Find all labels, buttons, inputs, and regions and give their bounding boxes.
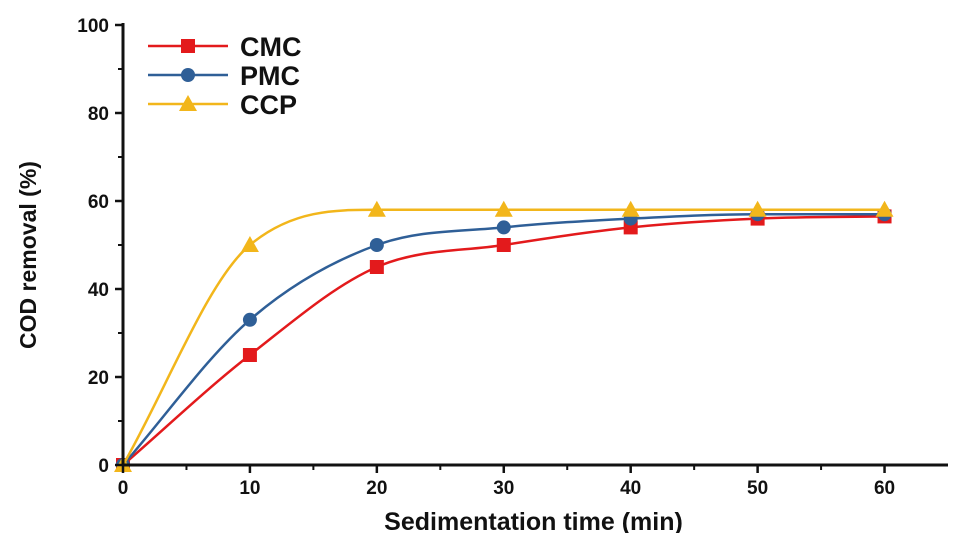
ticks-layer: 0 10 20 30 40 50 60 0 20 40 60 80 100: [77, 16, 895, 499]
legend-item-cmc: CMC: [148, 32, 302, 62]
data-point-cmc: [369, 260, 384, 274]
legend-item-ccp: CCP: [148, 90, 297, 120]
y-tick-label: 80: [88, 104, 109, 125]
legend-label-ccp: CCP: [240, 90, 297, 120]
data-point-ccp: [367, 200, 386, 217]
series-ccp: [114, 200, 894, 472]
y-tick-label: 40: [88, 280, 109, 301]
data-point-ccp: [494, 200, 513, 217]
x-tick-label: 10: [239, 478, 260, 499]
y-tick-label: 100: [77, 16, 109, 37]
data-point-cmc: [496, 238, 511, 252]
legend-marker-pmc: [181, 68, 195, 82]
data-point-pmc: [242, 312, 257, 327]
y-tick-label: 0: [98, 456, 109, 477]
legend-marker-cmc: [181, 39, 195, 53]
x-tick-label: 20: [366, 478, 387, 499]
legend-label-cmc: CMC: [240, 32, 302, 62]
x-tick-label: 0: [118, 478, 129, 499]
legend-label-pmc: PMC: [240, 61, 300, 91]
series-line-cmc: [122, 215, 885, 466]
x-tick-label: 50: [747, 478, 768, 499]
data-point-pmc: [496, 220, 511, 235]
x-tick-label: 40: [620, 478, 641, 499]
x-axis-title: Sedimentation time (min): [384, 508, 683, 533]
y-tick-label: 20: [88, 368, 109, 389]
legend-item-pmc: PMC: [148, 61, 300, 91]
data-point-ccp: [621, 200, 640, 217]
data-point-ccp: [748, 200, 767, 217]
series-cmc: [116, 209, 892, 472]
data-point-cmc: [242, 348, 257, 362]
data-point-pmc: [369, 238, 384, 252]
data-point-ccp: [875, 200, 894, 217]
y-axis-title: COD removal (%): [15, 161, 41, 349]
series-layer: [114, 200, 894, 472]
y-tick-label: 60: [88, 192, 109, 213]
data-point-ccp: [240, 236, 259, 252]
x-tick-label: 30: [493, 478, 514, 499]
x-tick-label: 60: [874, 478, 895, 499]
legend-marker-ccp: [179, 95, 197, 111]
